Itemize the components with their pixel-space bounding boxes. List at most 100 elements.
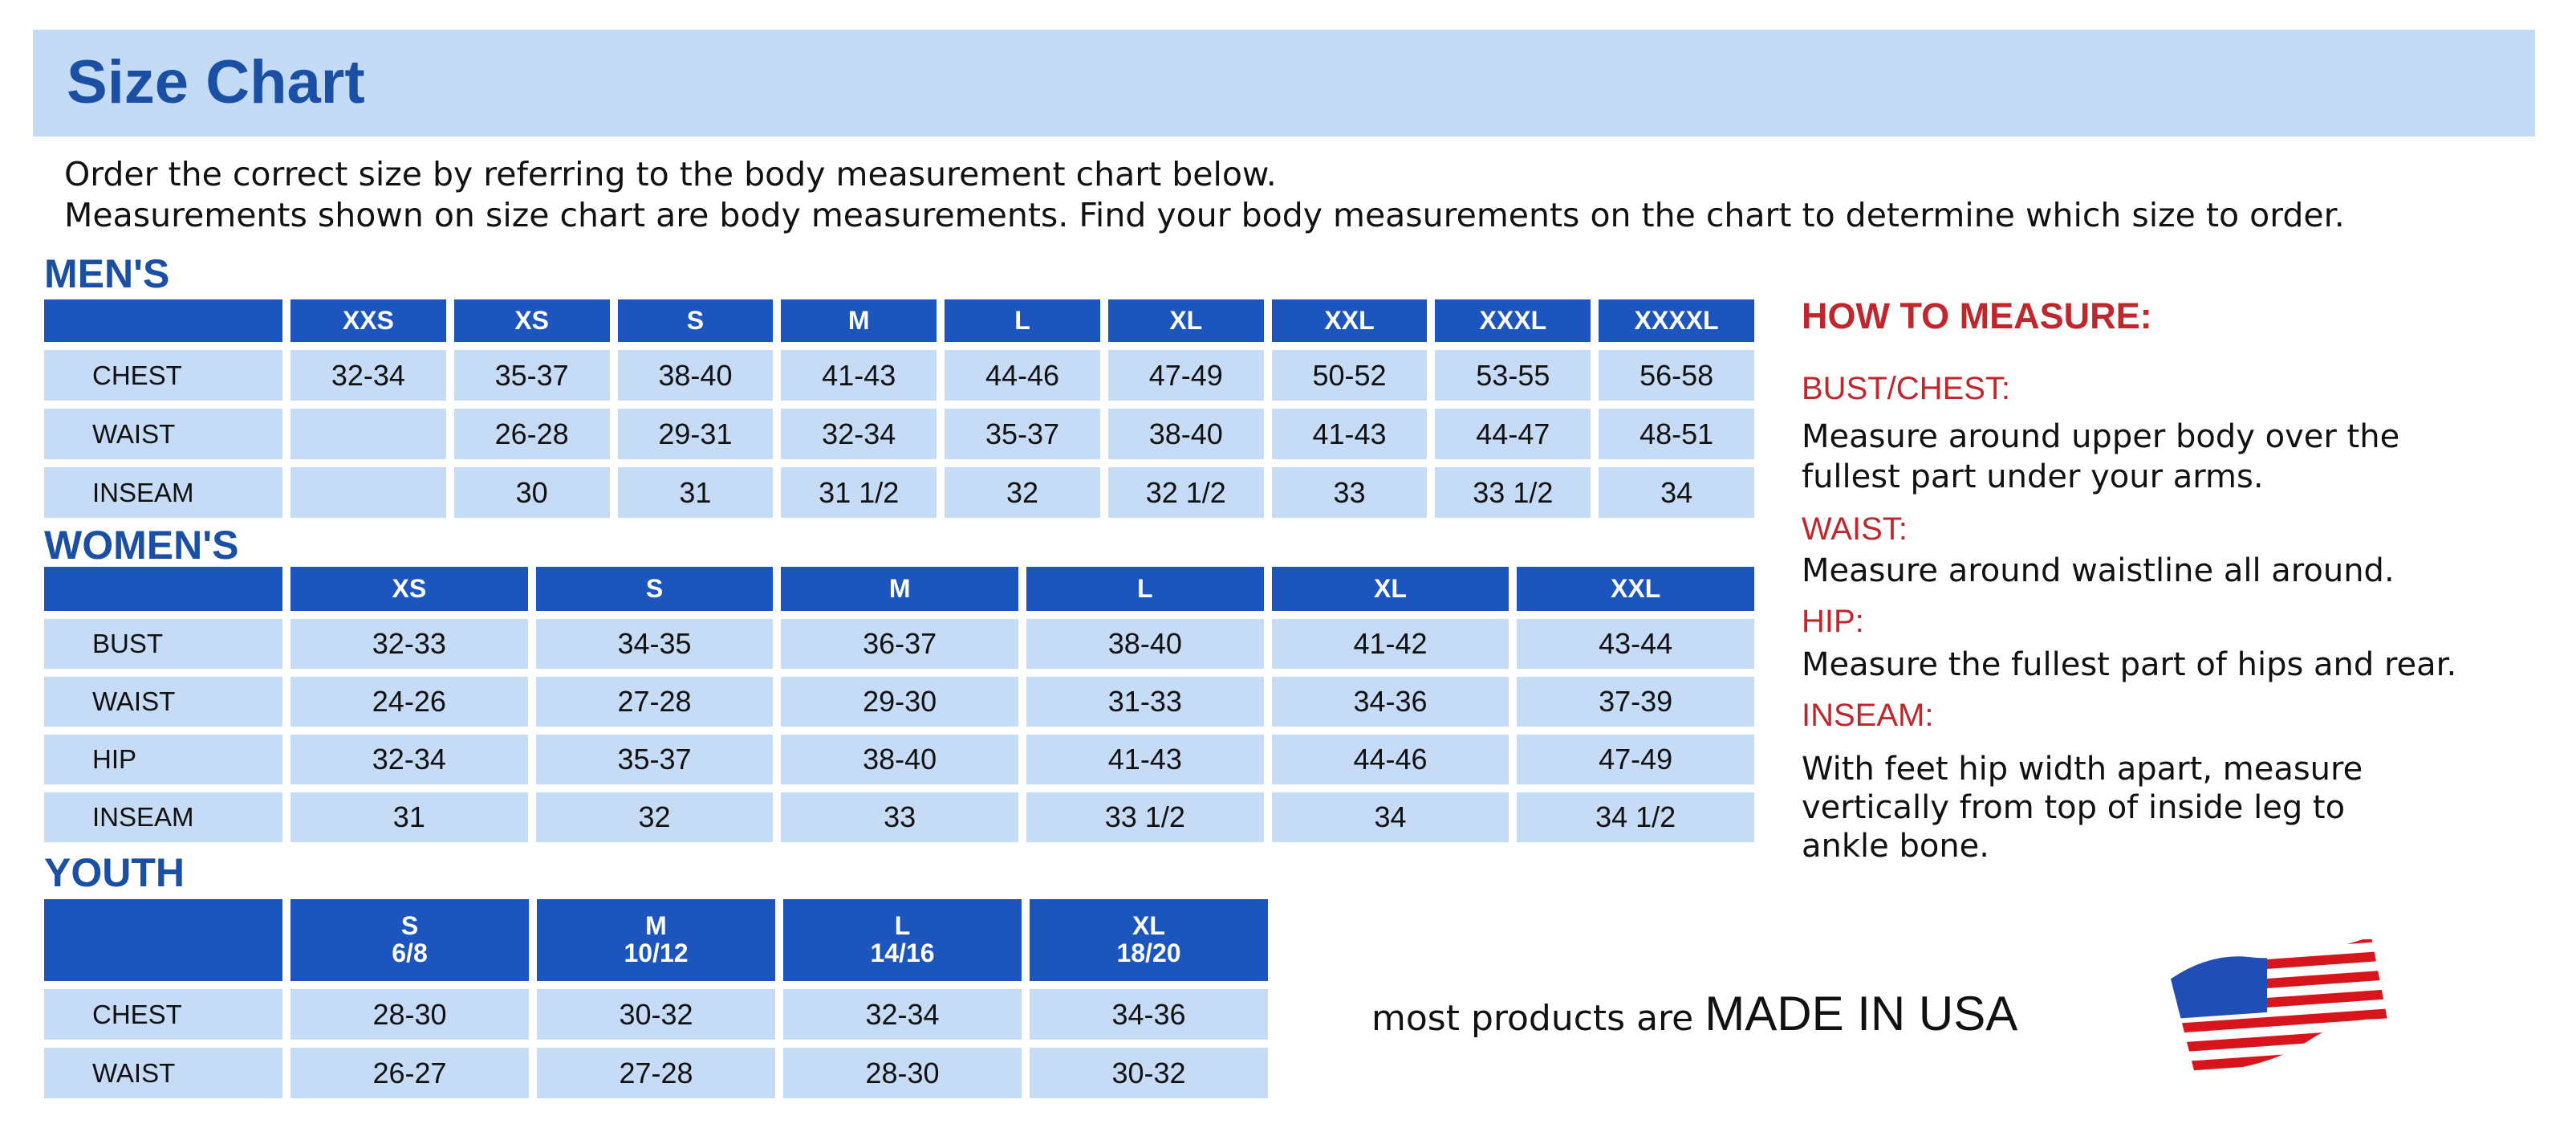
size-header-label: XXXXL [1634, 305, 1719, 335]
size-header-label: XS [514, 305, 549, 335]
size-header: L [945, 299, 1100, 342]
size-header: XXXL [1435, 299, 1591, 342]
size-header: M [781, 567, 1018, 611]
measurement-cell: 32-34 [291, 350, 446, 401]
size-header: XL [1271, 567, 1509, 611]
size-header: S [535, 567, 774, 611]
size-header-label: S [686, 305, 705, 335]
youth-size-table: S 6/8 M 10/12 L 14/16 XL 18/20 CHEST 28-30 30-32 32… [44, 899, 1268, 1098]
size-header-label: L [1137, 573, 1153, 603]
measurement-cell: 47-49 [1107, 350, 1264, 401]
header-corner-cell [44, 567, 282, 611]
size-header-label: XL [1169, 305, 1203, 335]
made-in-usa-emphasis: MADE IN USA [1704, 987, 2018, 1040]
measurement-cell: 32-34 [781, 409, 937, 459]
term-waist: WAIST: [1802, 511, 1908, 547]
size-header-label: 6/8 [392, 939, 428, 967]
measurement-cell: 50-52 [1271, 350, 1428, 401]
size-header-label: XS [392, 573, 427, 603]
measurement-cell: 44-46 [1271, 735, 1509, 784]
measurement-cell: 27-28 [535, 677, 774, 727]
size-header-label: M [645, 911, 667, 941]
youth-heading: YOUTH [44, 850, 185, 895]
row-label: HIP [44, 735, 282, 784]
size-header-label: L [1014, 305, 1030, 335]
measurement-cell: 34 1/2 [1517, 792, 1754, 842]
row-label: WAIST [44, 677, 282, 727]
desc-bust-chest: Measure around upper body over the fulle… [1802, 417, 2456, 497]
size-header: S [617, 299, 774, 342]
measurement-cell: 31 [291, 792, 528, 842]
measurement-cell: 33 [1271, 467, 1428, 518]
measurement-cell: 34-36 [1030, 989, 1268, 1040]
measurement-cell: 47-49 [1517, 735, 1754, 784]
measurement-cell: 31 1/2 [781, 467, 937, 518]
measurement-cell: 31-33 [1026, 677, 1264, 727]
row-label: INSEAM [44, 792, 282, 842]
size-header: XXXXL [1599, 299, 1754, 342]
measurement-cell: 30-32 [1030, 1048, 1268, 1098]
size-header-label: XXXL [1479, 305, 1547, 335]
measurement-cell: 32-34 [783, 989, 1022, 1040]
measurement-cell: 44-47 [1435, 409, 1591, 459]
measurement-cell: 33 1/2 [1435, 467, 1591, 518]
size-header: XL 18/20 [1030, 899, 1268, 981]
measurement-cell: 44-46 [945, 350, 1100, 401]
measurement-cell: 56-58 [1599, 350, 1754, 401]
size-header: XS [291, 567, 528, 611]
size-header: M 10/12 [537, 899, 775, 981]
size-header: M [781, 299, 937, 342]
size-header-label: 10/12 [624, 939, 689, 967]
size-header-label: XXL [1324, 305, 1375, 335]
how-to-measure: HOW TO MEASURE: BUST/CHEST: Measure arou… [1802, 295, 2456, 865]
size-header-label: M [847, 305, 870, 335]
desc-line: fullest part under your arms. [1802, 458, 2264, 495]
measurement-cell: 26-27 [291, 1048, 529, 1098]
measurement-cell: 34-36 [1271, 677, 1509, 727]
row-label: CHEST [44, 350, 282, 401]
measurement-cell: 48-51 [1599, 409, 1754, 459]
measurement-cell: 32 [535, 792, 774, 842]
measurement-cell: 35-37 [535, 735, 774, 784]
size-header: S 6/8 [291, 899, 529, 981]
page-title: Size Chart [67, 48, 365, 116]
measurement-cell: 53-55 [1435, 350, 1591, 401]
desc-waist: Measure around waistline all around. [1802, 552, 2395, 589]
measurement-cell [291, 409, 446, 459]
desc-line: Measure around upper body over the [1802, 418, 2400, 455]
size-header-label: M [888, 573, 911, 603]
title-banner: Size Chart [33, 30, 2535, 136]
term-bust-chest: BUST/CHEST: [1802, 371, 2011, 406]
measurement-cell: 35-37 [453, 350, 610, 401]
desc-line: ankle bone. [1802, 828, 1990, 865]
measurement-cell: 32-33 [291, 619, 528, 669]
measurement-cell: 34-35 [535, 619, 774, 669]
size-header: XS [453, 299, 610, 342]
desc-hip: Measure the fullest part of hips and rea… [1802, 646, 2457, 683]
measurement-cell: 28-30 [291, 989, 529, 1040]
measurement-cell: 33 1/2 [1026, 792, 1264, 842]
term-inseam: INSEAM: [1802, 698, 1934, 733]
measurement-cell: 38-40 [1107, 409, 1264, 459]
header-corner-cell [44, 299, 282, 342]
row-label: WAIST [44, 1048, 282, 1098]
measurement-cell: 24-26 [291, 677, 528, 727]
size-header-label: 14/16 [870, 939, 935, 967]
desc-line: vertically from top of inside leg to [1802, 789, 2346, 826]
size-header-label: XXL [1611, 573, 1661, 603]
measurement-cell: 34 [1271, 792, 1509, 842]
intro-line-2: Measurements shown on size chart are bod… [64, 196, 2345, 234]
mens-heading: MEN'S [44, 251, 170, 296]
measurement-cell: 38-40 [1026, 619, 1264, 669]
measurement-cell: 30 [453, 467, 610, 518]
row-label: CHEST [44, 989, 282, 1040]
measurement-cell: 38-40 [781, 735, 1018, 784]
size-header-label: L [894, 911, 911, 941]
measurement-cell: 41-43 [1271, 409, 1428, 459]
measurement-cell: 34 [1599, 467, 1754, 518]
mens-size-table: XXS XS S M L XL XXL XXXL XXXXL CHEST 32-34 35-37 38-… [44, 299, 1754, 518]
intro-line-1: Order the correct size by referring to t… [64, 155, 1277, 193]
size-header-label: S [400, 911, 419, 941]
measurement-cell: 29-31 [617, 409, 774, 459]
size-header: L [1026, 567, 1264, 611]
